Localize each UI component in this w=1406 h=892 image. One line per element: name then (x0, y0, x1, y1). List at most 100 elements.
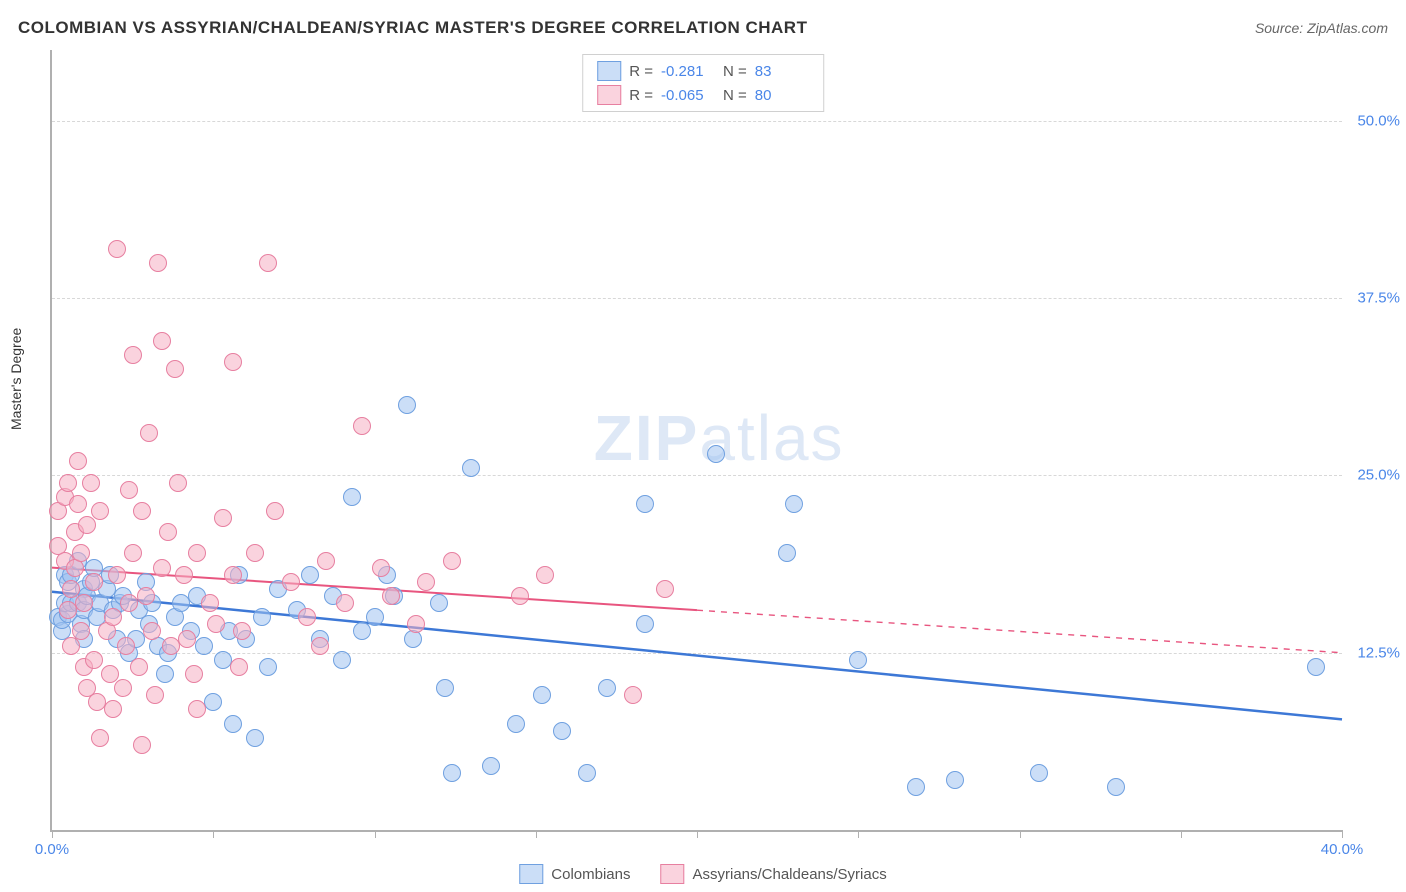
data-point-assyrians (175, 566, 193, 584)
y-tick-label: 12.5% (1357, 644, 1400, 661)
data-point-assyrians (246, 544, 264, 562)
data-point-colombians (366, 608, 384, 626)
data-point-assyrians (317, 552, 335, 570)
source-name: ZipAtlas.com (1307, 20, 1388, 36)
data-point-assyrians (214, 509, 232, 527)
data-point-colombians (578, 764, 596, 782)
data-point-assyrians (72, 544, 90, 562)
source-prefix: Source: (1255, 20, 1307, 36)
data-point-assyrians (266, 502, 284, 520)
n-value-assyrians: 80 (755, 87, 809, 104)
data-point-assyrians (188, 700, 206, 718)
data-point-assyrians (298, 608, 316, 626)
data-point-assyrians (282, 573, 300, 591)
data-point-colombians (907, 778, 925, 796)
chart-header: COLOMBIAN VS ASSYRIAN/CHALDEAN/SYRIAC MA… (18, 18, 1388, 38)
data-point-assyrians (108, 566, 126, 584)
x-tick (858, 830, 859, 838)
data-point-assyrians (188, 544, 206, 562)
y-tick-label: 37.5% (1357, 290, 1400, 307)
data-point-colombians (343, 488, 361, 506)
data-point-assyrians (91, 502, 109, 520)
y-tick-label: 50.0% (1357, 112, 1400, 129)
data-point-assyrians (120, 481, 138, 499)
data-point-assyrians (59, 474, 77, 492)
data-point-assyrians (417, 573, 435, 591)
data-point-colombians (443, 764, 461, 782)
data-point-assyrians (75, 594, 93, 612)
swatch-colombians (597, 61, 621, 81)
data-point-colombians (553, 722, 571, 740)
data-point-colombians (1030, 764, 1048, 782)
legend-item-colombians: Colombians (519, 864, 630, 884)
data-point-assyrians (133, 502, 151, 520)
data-point-colombians (533, 686, 551, 704)
data-point-assyrians (146, 686, 164, 704)
x-tick (697, 830, 698, 838)
r-label: R = (629, 63, 653, 80)
legend-row-colombians: R = -0.281 N = 83 (597, 59, 809, 83)
data-point-colombians (636, 615, 654, 633)
y-tick-label: 25.0% (1357, 467, 1400, 484)
data-point-colombians (598, 679, 616, 697)
data-point-assyrians (108, 240, 126, 258)
data-point-assyrians (336, 594, 354, 612)
data-point-assyrians (230, 658, 248, 676)
data-point-colombians (507, 715, 525, 733)
chart-title: COLOMBIAN VS ASSYRIAN/CHALDEAN/SYRIAC MA… (18, 18, 807, 38)
scatter-plot: 12.5%25.0%37.5%50.0%0.0%40.0%ZIPatlas (50, 50, 1342, 832)
data-point-assyrians (91, 729, 109, 747)
data-point-colombians (253, 608, 271, 626)
n-value-colombians: 83 (755, 63, 809, 80)
source-attr: Source: ZipAtlas.com (1255, 20, 1388, 36)
series-legend: Colombians Assyrians/Chaldeans/Syriacs (519, 864, 886, 884)
data-point-assyrians (159, 523, 177, 541)
data-point-colombians (224, 715, 242, 733)
legend-label-assyrians: Assyrians/Chaldeans/Syriacs (692, 866, 886, 883)
data-point-assyrians (624, 686, 642, 704)
data-point-colombians (353, 622, 371, 640)
data-point-assyrians (69, 495, 87, 513)
data-point-assyrians (224, 353, 242, 371)
data-point-assyrians (85, 651, 103, 669)
data-point-assyrians (207, 615, 225, 633)
x-tick-label: 40.0% (1321, 841, 1364, 858)
r-value-assyrians: -0.065 (661, 87, 715, 104)
data-point-assyrians (259, 254, 277, 272)
data-point-assyrians (114, 679, 132, 697)
data-point-colombians (246, 729, 264, 747)
x-tick (1181, 830, 1182, 838)
data-point-assyrians (382, 587, 400, 605)
data-point-assyrians (511, 587, 529, 605)
data-point-assyrians (201, 594, 219, 612)
data-point-colombians (333, 651, 351, 669)
data-point-assyrians (169, 474, 187, 492)
data-point-colombians (636, 495, 654, 513)
swatch-assyrians (660, 864, 684, 884)
data-point-assyrians (124, 346, 142, 364)
data-point-assyrians (233, 622, 251, 640)
n-label: N = (723, 63, 747, 80)
data-point-assyrians (166, 360, 184, 378)
data-point-assyrians (130, 658, 148, 676)
data-point-assyrians (407, 615, 425, 633)
data-point-colombians (156, 665, 174, 683)
data-point-assyrians (69, 452, 87, 470)
data-point-colombians (785, 495, 803, 513)
x-tick-label: 0.0% (35, 841, 69, 858)
data-point-assyrians (143, 622, 161, 640)
correlation-legend: R = -0.281 N = 83 R = -0.065 N = 80 (582, 54, 824, 112)
x-tick (213, 830, 214, 838)
data-point-assyrians (536, 566, 554, 584)
data-point-assyrians (82, 474, 100, 492)
data-point-assyrians (78, 516, 96, 534)
data-point-assyrians (104, 700, 122, 718)
data-point-assyrians (372, 559, 390, 577)
legend-label-colombians: Colombians (551, 866, 630, 883)
data-point-assyrians (224, 566, 242, 584)
data-point-colombians (436, 679, 454, 697)
data-point-colombians (946, 771, 964, 789)
data-point-assyrians (185, 665, 203, 683)
data-point-assyrians (656, 580, 674, 598)
data-point-assyrians (72, 622, 90, 640)
